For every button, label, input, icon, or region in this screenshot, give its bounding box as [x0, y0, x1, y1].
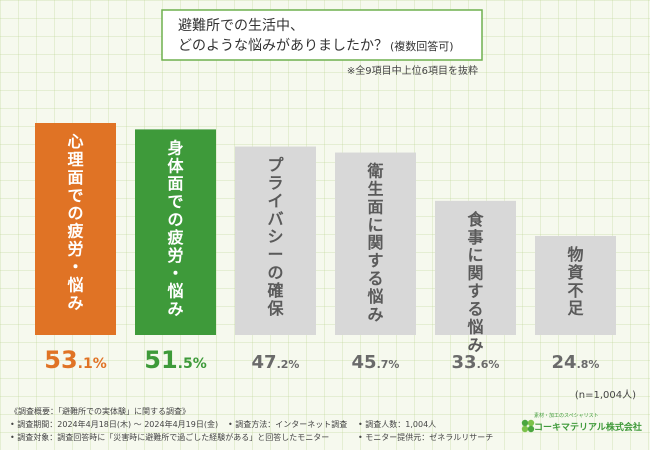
value-label-2: 51.5% [144, 346, 207, 374]
chart-title-line2: どのような悩みがありましたか？ (複数回答可) [178, 38, 454, 54]
bar-label-5: 食事に関する悩み [466, 210, 484, 354]
survey-method: • 調査方法：インターネット調査 [228, 420, 348, 429]
chart-title-main: どのような悩みがありましたか？ [178, 38, 388, 54]
bar-2 [135, 129, 216, 335]
value-label-1: 53.1% [44, 346, 107, 374]
survey-provider: • モニター提供元：ゼネラルリサーチ [358, 433, 494, 442]
bar-label-1: 心理面での疲労・悩み [67, 132, 83, 312]
chart-subnote: ※全9項目中上位6項目を抜粋 [347, 64, 478, 77]
value-label-3: 47.2% [252, 352, 300, 373]
bar-chart: 避難所での生活中、 どのような悩みがありましたか？ (複数回答可) ※全9項目中上… [35, 9, 636, 401]
bar-5 [435, 200, 516, 335]
survey-period: • 調査期間：2024年4月18日(木) ～ 2024年4月19日(金) [10, 420, 219, 429]
survey-overview: 《調査概要：「避難所での実体験」に関する調査》 [10, 407, 190, 416]
bar-label-6: 物資不足 [567, 245, 584, 318]
value-label-4: 45.7% [352, 352, 400, 373]
sample-size: (n=1,004人) [575, 389, 636, 401]
chart-title-note: (複数回答可) [390, 39, 454, 53]
bar-6 [535, 235, 616, 335]
value-label-5: 33.6% [452, 352, 500, 373]
logo-name: コーキマテリアル株式会社 [534, 423, 642, 433]
title-box: 避難所での生活中、 どのような悩みがありましたか？ (複数回答可) [161, 9, 483, 61]
bar-4 [335, 152, 416, 335]
bars-group: 心理面での疲労・悩み 53.1% 身体面での疲労・悩み 51.5% プライバシーの確保 4… [35, 123, 616, 374]
survey-count: • 調査人数：1,004人 [358, 420, 437, 429]
company-logo [521, 419, 535, 433]
bar-label-3: プライバシーの確保 [266, 156, 284, 318]
bar-label-2: 身体面での疲労・悩み [167, 138, 184, 318]
clover-icon [521, 419, 535, 433]
logo-subtitle: 素材・加工のスペシャリスト [534, 413, 599, 419]
value-label-6: 24.8% [552, 352, 600, 373]
bar-3 [235, 146, 316, 335]
survey-target: • 調査対象：調査回答時に「災害時に避難所で過ごした経験がある」と回答したモニタ… [10, 433, 330, 442]
bar-label-4: 衛生面に関する悩み [366, 162, 383, 324]
chart-title-line1: 避難所での生活中、 [178, 18, 304, 34]
bar-1 [35, 123, 116, 335]
